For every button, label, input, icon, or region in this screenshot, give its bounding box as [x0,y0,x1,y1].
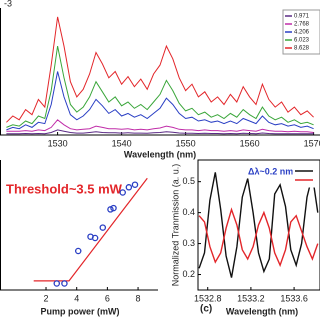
y-tick-label: 0.5 [182,176,195,186]
x-tick-label: 6 [105,293,110,303]
panel-label: (c) [200,304,212,315]
annotation: Threshold~3.5 mW [6,181,123,196]
exponent: -3 [4,0,12,8]
x-axis-label: Wavelength (nm) [226,306,298,316]
data-point [99,224,107,231]
x-tick-label: 1533.2 [237,293,265,303]
data-point [131,181,139,188]
plot-frame [197,159,320,291]
legend-label: 0.971 [294,14,310,20]
y-axis-label: Normalized Tranmission (a. u.) [170,164,180,287]
legend-label: 4.206 [294,30,310,36]
legend-label: 2.768 [294,22,310,28]
x-tick-label: 8 [136,293,141,303]
x-tick-label: 4 [74,293,79,303]
series-line [6,46,314,128]
series-line [6,71,314,131]
legend-label: 8.628 [294,46,310,52]
x-tick-label: 2 [44,293,49,303]
x-tick-label: 1530 [48,138,68,148]
data-point [53,280,61,287]
data-point [74,247,82,255]
x-tick-label: 1532.8 [194,293,222,303]
x-tick-label: 1533.6 [280,293,308,303]
y-tick-label: 0.3 [182,238,195,248]
series-line [6,16,314,123]
fit-line [33,177,148,282]
legend-box [292,164,318,188]
data-point [107,206,114,213]
y-tick-label: 0.2 [182,269,195,279]
series-line [6,129,314,135]
y-tick-label: 0.4 [182,207,195,217]
data-point [119,189,126,196]
series-line [198,207,319,268]
series-line [6,119,314,133]
legend-label: 6.023 [294,38,310,44]
series-line [198,172,319,278]
data-point [91,234,99,242]
x-tick-label: 1550 [176,138,196,148]
data-point [125,184,133,191]
x-tick-label: 1560 [240,138,260,148]
x-axis-label: Wavelength (nm) [124,149,196,159]
data-point [61,280,68,287]
annotation: Δλ~0.2 nm [248,166,293,176]
x-tick-label: 1540 [112,138,132,148]
data-point [110,204,117,212]
x-axis-label: Pump power (mW) [41,306,120,316]
